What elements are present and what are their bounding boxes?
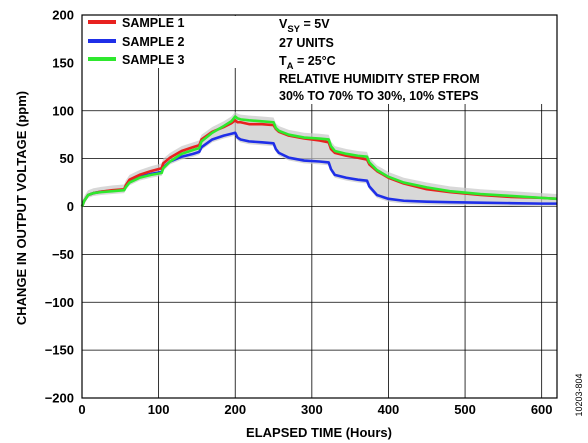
x-axis-title: ELAPSED TIME (Hours) [246,425,392,440]
y-tick-label: 100 [52,103,74,118]
legend-label-sample-2: SAMPLE 2 [122,35,185,49]
annotation-supply-main: V [279,17,288,31]
annotation-supply: VSY = 5V [279,17,330,35]
legend: SAMPLE 1 SAMPLE 2 SAMPLE 3 [88,16,185,67]
figure-id: 10203-804 [574,373,584,416]
y-tick-label: −100 [45,295,74,310]
y-tick-label: 0 [67,199,74,214]
annotation-temperature: TA = 25°C [279,54,336,72]
legend-label-sample-3: SAMPLE 3 [122,53,185,67]
y-tick-label: 50 [60,151,74,166]
plot-frame [81,14,558,399]
y-tick-label: 150 [52,55,74,70]
annotation-humidity-line-1: RELATIVE HUMIDITY STEP FROM [279,72,480,86]
series-line-sample-3 [80,115,558,207]
y-tick-label: −200 [45,391,74,406]
x-tick-label: 100 [148,402,170,417]
x-tick-label: 0 [78,402,85,417]
x-tick-label: 500 [454,402,476,417]
y-tick-labels: 200 150 100 50 0 −50 −100 −150 −200 [45,8,74,406]
y-axis-title: CHANGE IN OUTPUT VOLTAGE (ppm) [14,91,29,325]
x-tick-labels: 0 100 200 300 400 500 600 [78,402,552,417]
x-tick-label: 200 [224,402,246,417]
annotation-temperature-sub: A [287,61,294,72]
annotation-background [292,14,560,104]
legend-label-sample-1: SAMPLE 1 [122,16,185,30]
y-tick-label: −150 [45,343,74,358]
annotation-temperature-rest: = 25°C [294,54,336,68]
annotation-humidity-line-2: 30% TO 70% TO 30%, 10% STEPS [279,89,479,103]
y-tick-label: 200 [52,8,74,23]
annotation-supply-sub: SY [287,24,300,35]
annotation-units: 27 UNITS [279,36,334,50]
legend-background [82,16,292,68]
x-tick-label: 600 [531,402,553,417]
annotation: VSY = 5V 27 UNITS TA = 25°C RELATIVE HUM… [279,17,480,103]
annotation-temperature-main: T [279,54,287,68]
x-tick-label: 300 [301,402,323,417]
series-lines [80,115,558,207]
x-tick-label: 400 [378,402,400,417]
y-tick-label: −50 [52,247,74,262]
annotation-supply-rest: = 5V [300,17,330,31]
